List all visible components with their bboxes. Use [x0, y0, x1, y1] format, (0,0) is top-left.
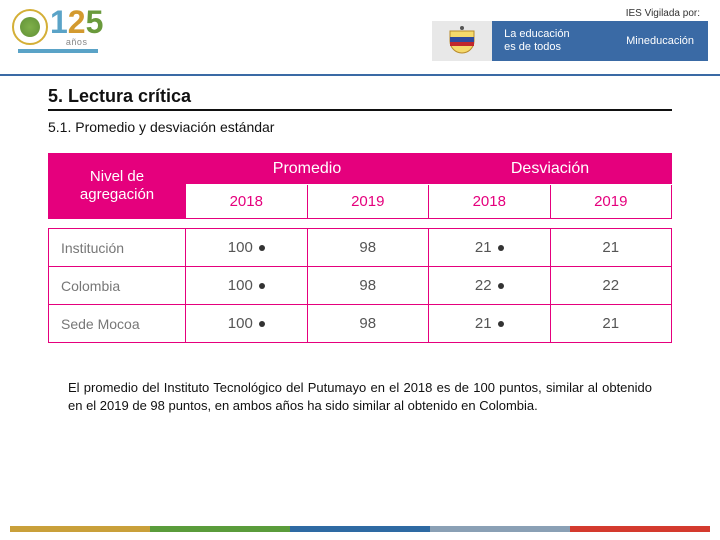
- row-label: Colombia: [49, 267, 186, 305]
- trend-dot-icon: [498, 245, 504, 251]
- row-value: 22: [429, 267, 550, 305]
- logo-digit-1: 1: [50, 8, 68, 37]
- section-subtitle: 5.1. Promedio y desviación estándar: [48, 119, 672, 135]
- gov-banner-wrap: IES Vigilada por: La educación es de tod…: [432, 8, 708, 61]
- row-value: 21: [550, 305, 672, 343]
- row-value: 100: [186, 229, 307, 267]
- description-paragraph: El promedio del Instituto Tecnológico de…: [48, 379, 672, 414]
- stripe-segment: [570, 526, 710, 532]
- main-content: 5. Lectura crítica 5.1. Promedio y desvi…: [0, 76, 720, 414]
- banner-right: Mineducación: [612, 21, 708, 61]
- footer-stripe: [10, 526, 710, 532]
- row-value: 100: [186, 305, 307, 343]
- row-value: 21: [429, 229, 550, 267]
- banner-ministry: Mineducación: [626, 35, 694, 47]
- table-year-header: 2018: [429, 185, 550, 219]
- logo-digit-5: 5: [86, 8, 104, 37]
- trend-dot-icon: [498, 321, 504, 327]
- table-year-header: 2018: [186, 185, 307, 219]
- logo-left: 1 2 5 años: [12, 8, 103, 55]
- row-value: 98: [307, 229, 428, 267]
- corner-line2: agregación: [80, 186, 154, 203]
- table-year-header: 2019: [307, 185, 428, 219]
- ies-label: IES Vigilada por:: [626, 8, 700, 19]
- banner-line1: La educación: [504, 28, 600, 41]
- row-label: Sede Mocoa: [49, 305, 186, 343]
- table-row: Institución100982121: [49, 229, 672, 267]
- trend-dot-icon: [259, 283, 265, 289]
- logo-digit-2: 2: [68, 8, 86, 37]
- institution-seal-icon: [12, 9, 48, 45]
- stripe-segment: [290, 526, 430, 532]
- stripe-segment: [150, 526, 290, 532]
- logo-underline: [18, 49, 98, 53]
- table-row: Colombia100982222: [49, 267, 672, 305]
- logo-years: 1 2 5 años: [50, 8, 103, 47]
- row-value: 100: [186, 267, 307, 305]
- data-table: Nivel de agregación Promedio Desviación …: [48, 153, 672, 343]
- stripe-segment: [430, 526, 570, 532]
- row-value: 98: [307, 267, 428, 305]
- row-value: 98: [307, 305, 428, 343]
- trend-dot-icon: [259, 321, 265, 327]
- table-year-header: 2019: [550, 185, 672, 219]
- table-group-header: Promedio: [186, 154, 429, 185]
- banner-line2: es de todos: [504, 41, 600, 54]
- row-value: 21: [550, 229, 672, 267]
- trend-dot-icon: [498, 283, 504, 289]
- table-group-header: Desviación: [429, 154, 672, 185]
- row-value: 21: [429, 305, 550, 343]
- gov-banner: La educación es de todos Mineducación: [432, 21, 708, 61]
- logo-anos: años: [66, 37, 88, 47]
- section-title: 5. Lectura crítica: [48, 86, 672, 111]
- stripe-segment: [10, 526, 150, 532]
- corner-line1: Nivel de: [90, 168, 144, 185]
- banner-mid: La educación es de todos: [492, 21, 612, 61]
- colombia-shield-icon: [432, 21, 492, 61]
- table-corner-header: Nivel de agregación: [49, 154, 186, 219]
- trend-dot-icon: [259, 245, 265, 251]
- page-header: 1 2 5 años IES Vigilada por:: [0, 0, 720, 74]
- row-label: Institución: [49, 229, 186, 267]
- row-value: 22: [550, 267, 672, 305]
- table-row: Sede Mocoa100982121: [49, 305, 672, 343]
